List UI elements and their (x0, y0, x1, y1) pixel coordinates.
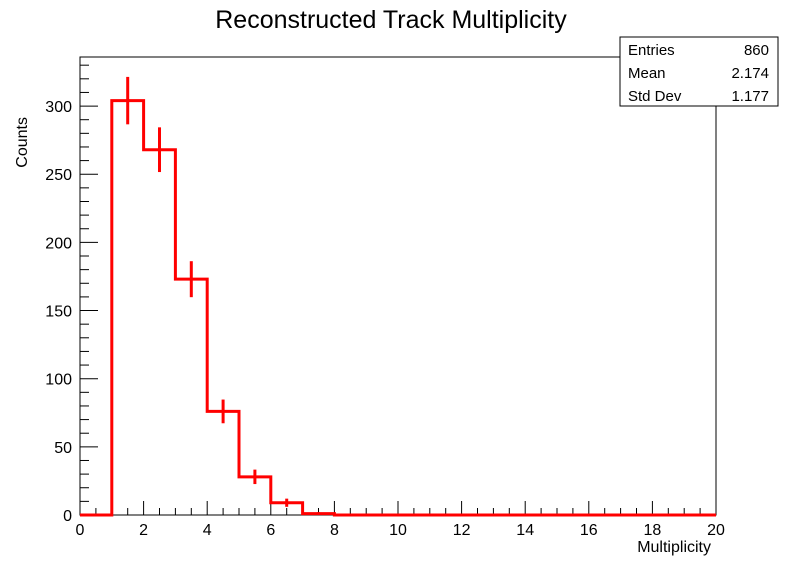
x-tick-label: 18 (644, 522, 662, 539)
y-tick-label: 50 (54, 440, 72, 457)
x-tick-label: 12 (453, 522, 471, 539)
stats-label: Mean (628, 65, 666, 82)
y-tick-label: 300 (45, 99, 72, 116)
error-bars (126, 76, 320, 515)
y-tick-label: 0 (63, 508, 72, 525)
stats-box: Entries 860 Mean 2.174 Std Dev 1.177 (619, 36, 779, 107)
x-tick-label: 10 (389, 522, 407, 539)
x-axis-label: Multiplicity (637, 539, 711, 556)
x-tick-label: 0 (76, 522, 85, 539)
y-axis-label: Counts (14, 117, 31, 168)
x-tick-label: 14 (516, 522, 534, 539)
y-minor-ticks (80, 64, 89, 502)
stats-label: Std Dev (628, 88, 682, 105)
x-tick-label: 20 (707, 522, 725, 539)
stats-value: 2.174 (731, 65, 769, 82)
x-tick-label: 6 (266, 522, 275, 539)
x-tick-label: 4 (203, 522, 212, 539)
stats-value: 860 (744, 42, 769, 59)
histogram-series (80, 99, 716, 517)
stats-label: Entries (628, 42, 675, 59)
x-axis-ticks: 0 2 4 6 8 10 12 14 16 18 20 (76, 501, 725, 539)
stats-box-frame (619, 36, 779, 107)
histogram-line (80, 99, 716, 517)
y-tick-label: 200 (45, 235, 72, 252)
x-tick-label: 16 (580, 522, 598, 539)
x-tick-label: 8 (330, 522, 339, 539)
stats-value: 1.177 (731, 88, 769, 105)
chart-title: Reconstructed Track Multiplicity (215, 6, 567, 34)
y-tick-label: 150 (45, 304, 72, 321)
y-tick-label: 100 (45, 372, 72, 389)
x-tick-label: 2 (139, 522, 148, 539)
y-tick-label: 250 (45, 167, 72, 184)
y-axis-ticks: 0 50 100 150 200 250 300 (45, 99, 98, 525)
